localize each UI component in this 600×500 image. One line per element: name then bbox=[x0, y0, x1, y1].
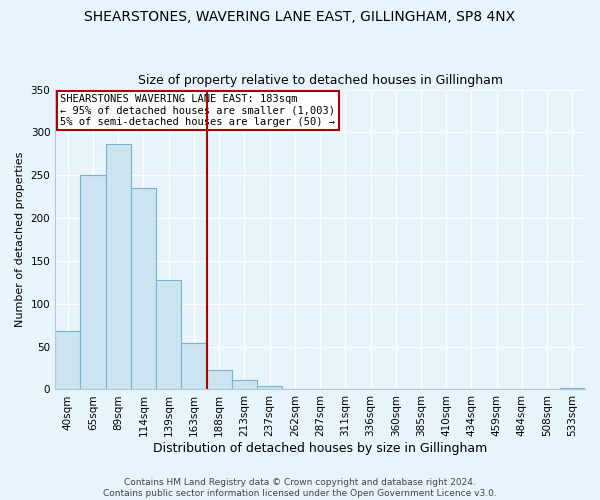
Bar bbox=[206, 370, 232, 390]
Bar bbox=[232, 380, 257, 390]
Bar bbox=[55, 331, 80, 390]
Text: SHEARSTONES WAVERING LANE EAST: 183sqm
← 95% of detached houses are smaller (1,0: SHEARSTONES WAVERING LANE EAST: 183sqm ←… bbox=[61, 94, 335, 128]
Y-axis label: Number of detached properties: Number of detached properties bbox=[15, 152, 25, 327]
Bar bbox=[156, 280, 181, 390]
X-axis label: Distribution of detached houses by size in Gillingham: Distribution of detached houses by size … bbox=[153, 442, 487, 455]
Bar bbox=[131, 188, 156, 390]
Text: Contains HM Land Registry data © Crown copyright and database right 2024.
Contai: Contains HM Land Registry data © Crown c… bbox=[103, 478, 497, 498]
Bar bbox=[106, 144, 131, 390]
Title: Size of property relative to detached houses in Gillingham: Size of property relative to detached ho… bbox=[137, 74, 503, 87]
Bar bbox=[181, 343, 206, 390]
Bar bbox=[257, 386, 282, 390]
Bar bbox=[560, 388, 585, 390]
Bar bbox=[80, 175, 106, 390]
Text: SHEARSTONES, WAVERING LANE EAST, GILLINGHAM, SP8 4NX: SHEARSTONES, WAVERING LANE EAST, GILLING… bbox=[85, 10, 515, 24]
